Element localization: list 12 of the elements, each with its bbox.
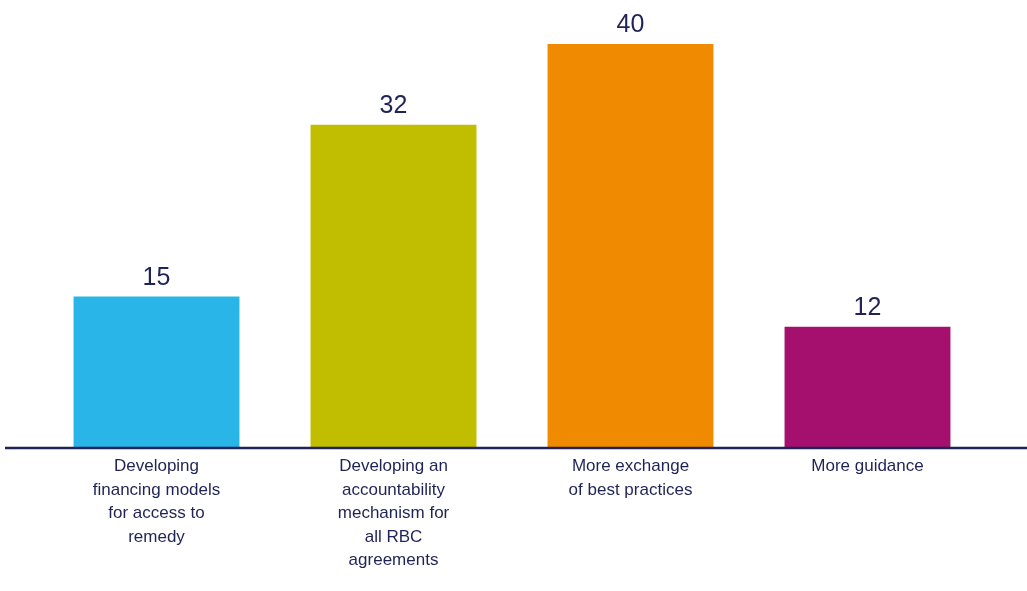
- bar: [310, 124, 477, 448]
- data-label: 12: [853, 292, 882, 321]
- x-tick-label: Developing financing models for access to remedy: [92, 456, 221, 546]
- data-label: 40: [616, 9, 645, 38]
- x-tick-label: More guidance: [811, 456, 924, 476]
- x-tick-label: Developing an accountability mechanism for all RBC agreements: [337, 456, 450, 570]
- data-label: 15: [142, 261, 171, 290]
- bar: [784, 326, 951, 448]
- bar: [547, 44, 714, 448]
- data-label: 32: [379, 90, 408, 119]
- bar: [73, 296, 240, 448]
- x-tick-label: More exchange of best practices: [568, 456, 693, 499]
